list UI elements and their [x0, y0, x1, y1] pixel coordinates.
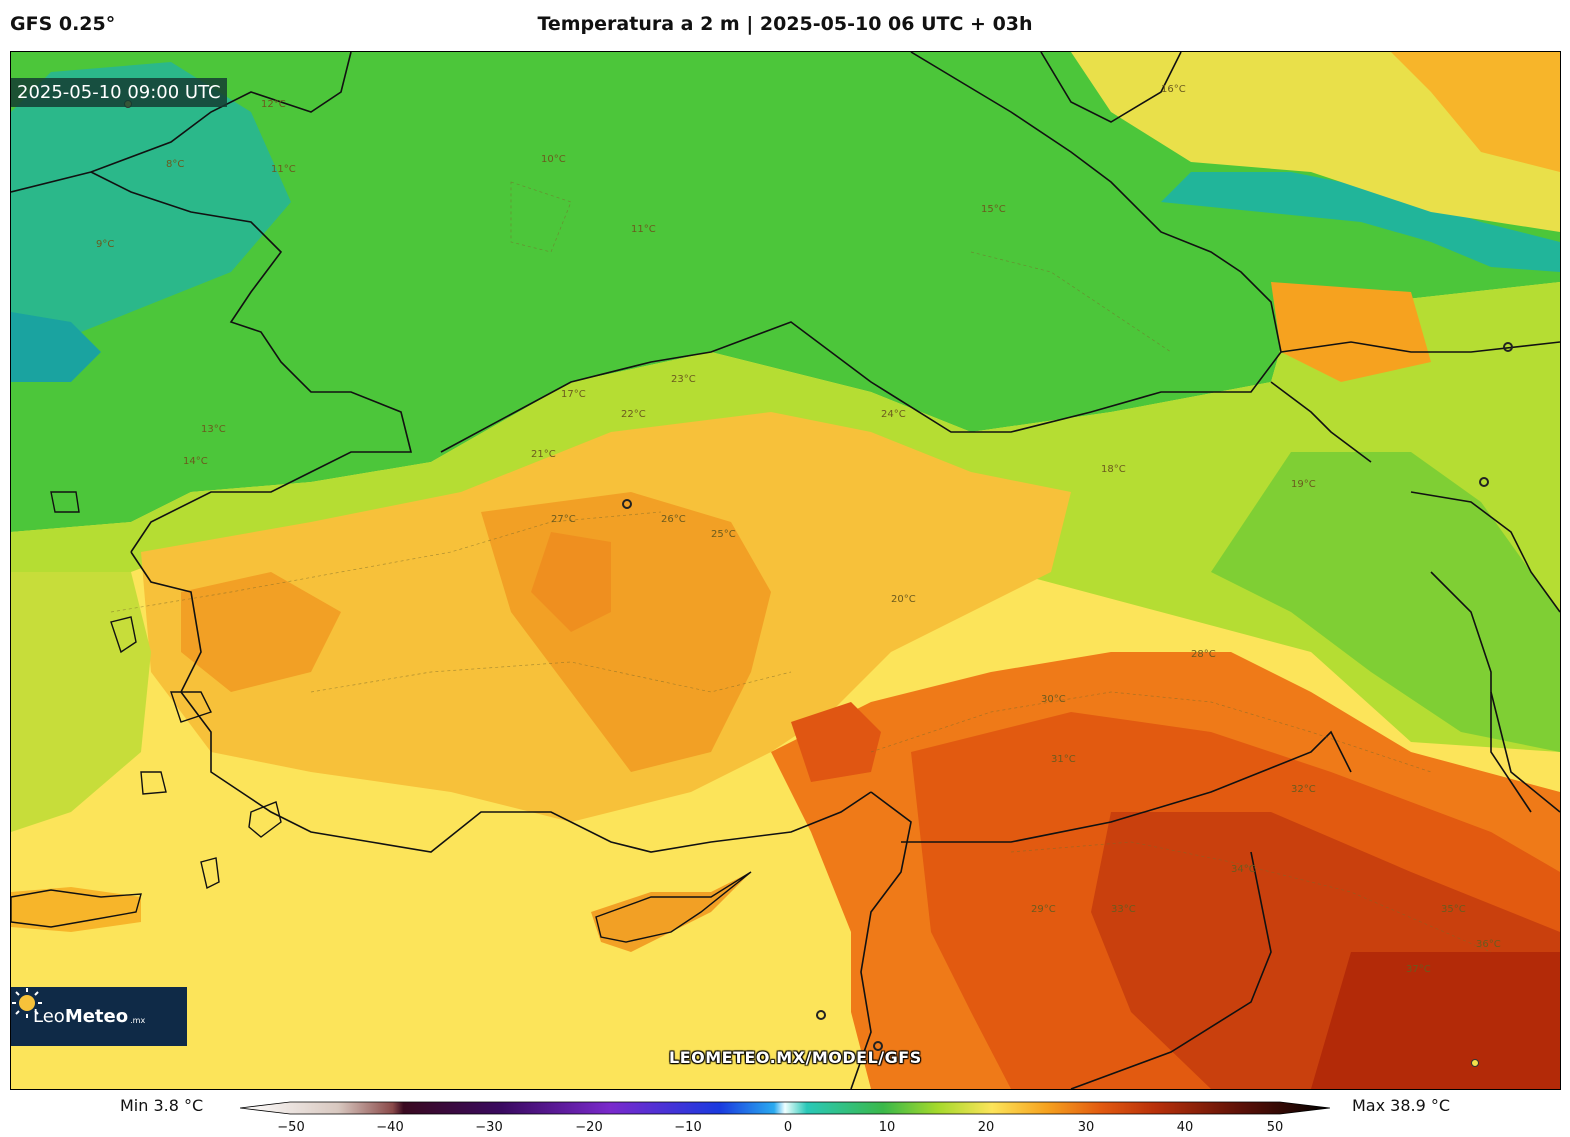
field-extreme-core — [1311, 952, 1560, 1089]
svg-text:10°C: 10°C — [541, 154, 566, 165]
svg-text:24°C: 24°C — [881, 409, 906, 420]
min-temperature-label: Min 3.8 °C — [120, 1096, 204, 1115]
svg-text:35°C: 35°C — [1441, 904, 1466, 915]
map-canvas: 12°C 11°C 10°C 9°C 8°C 11°C 13°C 14°C 15… — [11, 52, 1560, 1089]
svg-text:11°C: 11°C — [631, 224, 656, 235]
svg-text:25°C: 25°C — [711, 529, 736, 540]
contour-label-group: 12°C 11°C 10°C 9°C 8°C 11°C 13°C 14°C 15… — [96, 84, 1501, 975]
temperature-map[interactable]: 12°C 11°C 10°C 9°C 8°C 11°C 13°C 14°C 15… — [10, 51, 1561, 1090]
colorbar-tick: −10 — [674, 1120, 702, 1135]
svg-text:15°C: 15°C — [981, 204, 1006, 215]
svg-text:8°C: 8°C — [166, 159, 184, 170]
svg-text:11°C: 11°C — [271, 164, 296, 175]
svg-text:19°C: 19°C — [1291, 479, 1316, 490]
logo-tld: .mx — [130, 1016, 146, 1025]
svg-text:36°C: 36°C — [1476, 939, 1501, 950]
svg-text:22°C: 22°C — [621, 409, 646, 420]
svg-text:9°C: 9°C — [96, 239, 114, 250]
svg-text:16°C: 16°C — [1161, 84, 1186, 95]
field-cyprus — [591, 872, 751, 952]
svg-text:34°C: 34°C — [1231, 864, 1256, 875]
field-cool — [11, 52, 1560, 532]
valid-time-badge: 2025-05-10 09:00 UTC — [11, 78, 227, 107]
colorbar-tick: 50 — [1266, 1120, 1284, 1135]
field-crete — [11, 887, 141, 932]
svg-text:27°C: 27°C — [551, 514, 576, 525]
colorbar-tick: 0 — [783, 1120, 793, 1135]
svg-text:37°C: 37°C — [1406, 964, 1431, 975]
field-hot-west — [181, 572, 341, 692]
colorbar-tick: 10 — [878, 1120, 896, 1135]
svg-text:30°C: 30°C — [1041, 694, 1066, 705]
svg-text:17°C: 17°C — [561, 389, 586, 400]
watermark-url: LEOMETEO.MX/MODEL/GFS — [669, 1048, 922, 1067]
max-temperature-label: Max 38.9 °C — [1352, 1096, 1451, 1115]
colorbar-tick: −30 — [475, 1120, 503, 1135]
field-cold-caucasus — [1161, 172, 1560, 272]
field-cold-pocket — [11, 312, 101, 382]
colorbar-tick: −20 — [575, 1120, 603, 1135]
svg-text:31°C: 31°C — [1051, 754, 1076, 765]
svg-text:18°C: 18°C — [1101, 464, 1126, 475]
svg-text:20°C: 20°C — [891, 594, 916, 605]
svg-text:33°C: 33°C — [1111, 904, 1136, 915]
svg-text:23°C: 23°C — [671, 374, 696, 385]
colorbar-tick: −50 — [277, 1120, 305, 1135]
svg-text:29°C: 29°C — [1031, 904, 1056, 915]
model-label: GFS 0.25° — [10, 13, 116, 35]
svg-text:13°C: 13°C — [201, 424, 226, 435]
map-title: Temperatura a 2 m | 2025-05-10 06 UTC + … — [537, 13, 1033, 35]
field-warm-georgia — [1271, 282, 1431, 382]
contour-lines — [110, 181, 1492, 953]
field-hotter-central — [531, 532, 611, 632]
coastlines — [11, 52, 1560, 1089]
islands — [11, 491, 752, 943]
logo-text: LeoMeteo — [33, 1006, 129, 1027]
field-hot-adana — [791, 702, 881, 782]
field-mild-east — [1211, 452, 1560, 752]
leometeo-logo[interactable]: LeoMeteo .mx — [11, 987, 187, 1046]
colorbar — [240, 1101, 1330, 1115]
field-warm-ne — [1391, 52, 1560, 172]
colorbar-tick: 40 — [1176, 1120, 1194, 1135]
svg-text:14°C: 14°C — [183, 456, 208, 467]
colorbar-tick: 20 — [977, 1120, 995, 1135]
svg-text:26°C: 26°C — [661, 514, 686, 525]
field-cold-nw — [11, 62, 291, 352]
svg-text:12°C: 12°C — [261, 99, 286, 110]
svg-text:28°C: 28°C — [1191, 649, 1216, 660]
svg-text:21°C: 21°C — [531, 449, 556, 460]
colorbar-tick: 30 — [1077, 1120, 1095, 1135]
svg-text:32°C: 32°C — [1291, 784, 1316, 795]
colorbar-tick: −40 — [376, 1120, 404, 1135]
